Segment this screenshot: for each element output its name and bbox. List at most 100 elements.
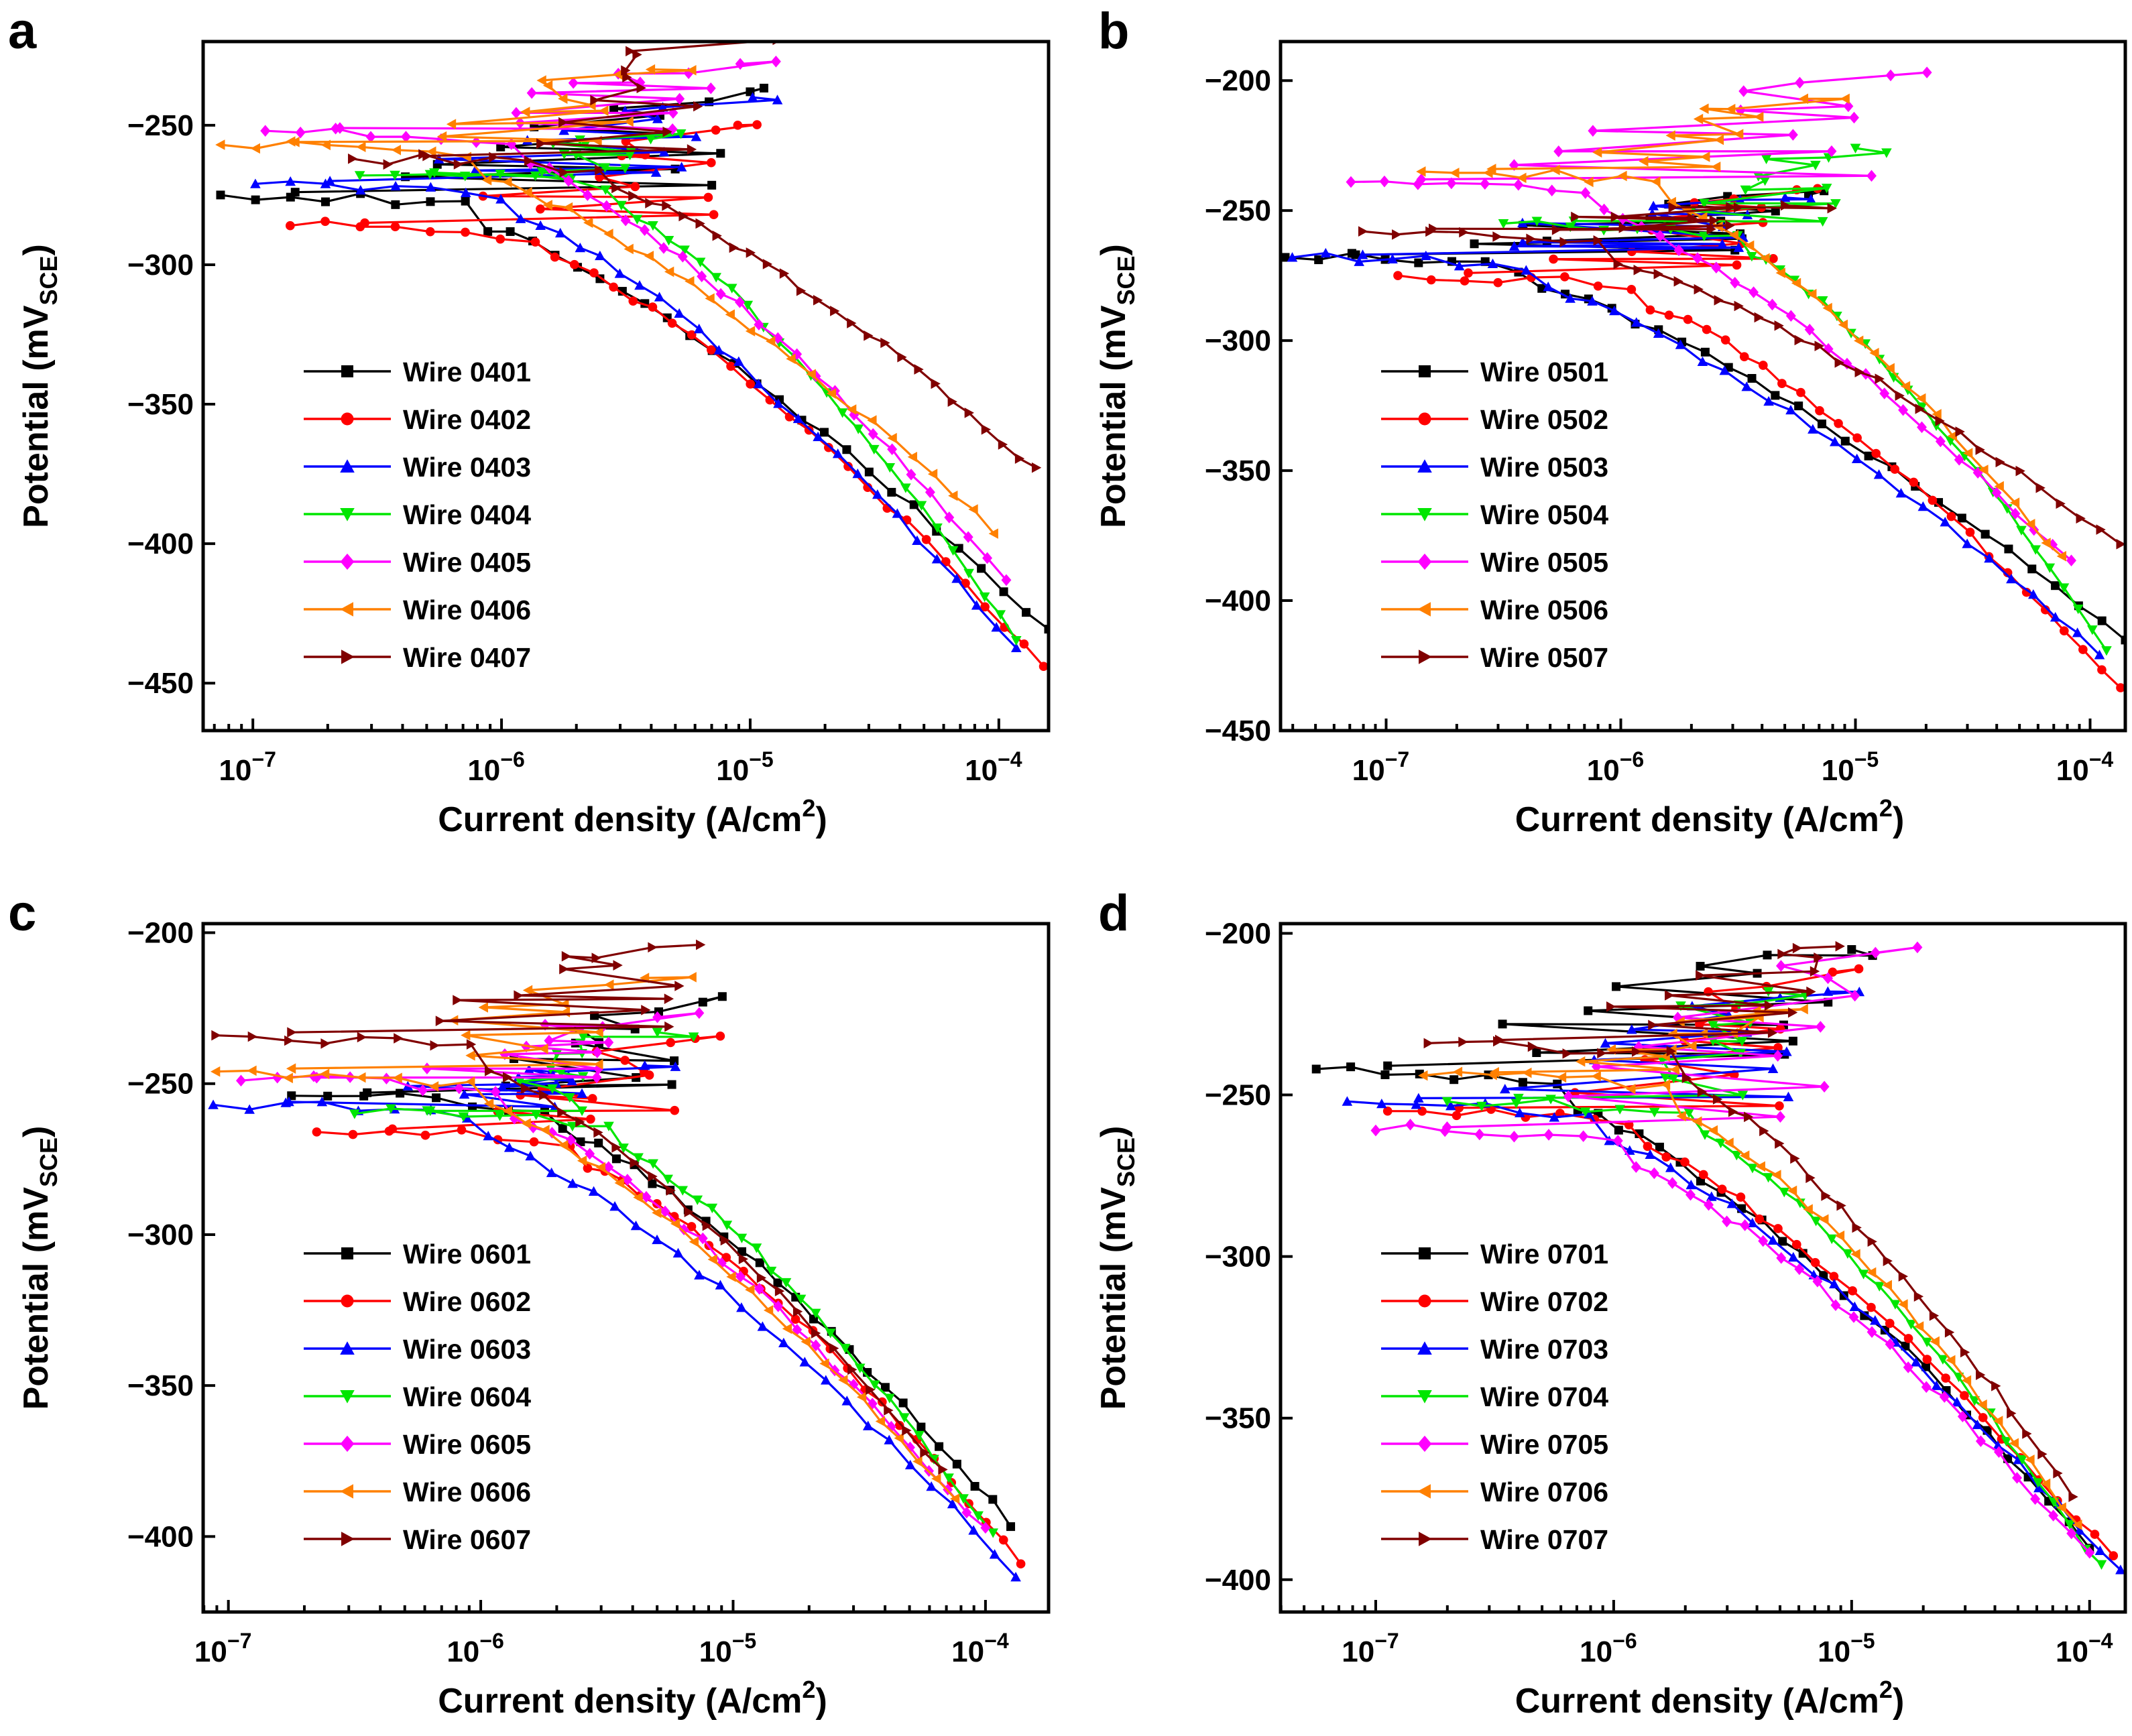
data-point: [868, 428, 878, 440]
data-point: [1791, 1239, 1801, 1249]
data-point: [2028, 589, 2039, 599]
series-markers: [349, 1028, 998, 1538]
data-point: [2090, 1530, 2100, 1539]
data-point: [1842, 1249, 1853, 1259]
data-point: [1423, 1038, 1433, 1049]
legend-entry: Wire 0701: [1381, 1239, 1608, 1269]
data-point: [2040, 1478, 2051, 1489]
data-point: [1668, 202, 1678, 213]
data-point: [426, 197, 435, 206]
legend-marker: [341, 412, 354, 426]
data-point: [497, 1082, 508, 1092]
legend-entry: Wire 0403: [304, 452, 531, 483]
data-point: [1006, 1522, 1016, 1532]
data-point: [1788, 1251, 1799, 1262]
data-point: [1700, 347, 1710, 357]
data-point: [591, 952, 601, 964]
data-point: [1001, 574, 1012, 586]
y-tick-label: −250: [127, 109, 194, 142]
data-point: [622, 1174, 633, 1186]
data-point: [1452, 1111, 1462, 1121]
data-point: [747, 92, 758, 102]
data-point: [567, 1178, 578, 1188]
data-point: [461, 227, 470, 237]
data-point: [707, 180, 717, 190]
data-point: [565, 1093, 575, 1103]
data-point: [1909, 477, 1919, 487]
data-point: [756, 1272, 767, 1284]
data-point: [559, 963, 569, 975]
data-point: [1873, 469, 1885, 479]
data-point: [478, 1002, 488, 1013]
legend-entry: Wire 0401: [304, 357, 531, 387]
legend-entry: Wire 0501: [1381, 357, 1608, 387]
data-point: [1826, 145, 1837, 158]
data-point: [1549, 1112, 1560, 1122]
data-point: [898, 1398, 908, 1408]
data-point: [335, 122, 345, 134]
data-point: [1822, 302, 1832, 314]
data-point: [611, 1154, 621, 1164]
legend-marker: [340, 553, 355, 570]
x-tick-label: 10−4: [2056, 1629, 2113, 1668]
data-point: [558, 93, 568, 105]
data-point: [1734, 300, 1744, 312]
data-point: [247, 1065, 257, 1076]
data-point: [811, 1339, 821, 1351]
data-point: [688, 1032, 699, 1042]
legend-entry: Wire 0707: [1381, 1524, 1608, 1555]
x-tick-label: 10−7: [194, 1629, 251, 1668]
legend-marker: [1417, 1484, 1431, 1499]
x-axis-title: Current density (A/cm2): [438, 1676, 827, 1721]
data-point: [2097, 616, 2107, 625]
data-point: [839, 1343, 851, 1354]
data-point: [887, 432, 897, 444]
data-point: [1661, 1152, 1671, 1162]
data-point: [772, 95, 783, 105]
data-point: [1917, 421, 1927, 434]
legend-entry: Wire 0703: [1381, 1334, 1608, 1365]
data-point: [1614, 1105, 1625, 1115]
data-point: [678, 210, 689, 222]
data-point: [2017, 1454, 2027, 1465]
data-point: [880, 337, 890, 349]
data-point: [391, 144, 401, 156]
data-point: [830, 306, 840, 316]
data-point: [1676, 1111, 1686, 1122]
data-point: [1464, 268, 1473, 278]
data-point: [912, 535, 923, 546]
data-point: [981, 424, 992, 435]
data-point: [1972, 1419, 1983, 1430]
data-point: [1626, 1024, 1637, 1034]
data-point: [604, 979, 614, 990]
data-point: [887, 443, 898, 456]
data-point: [2074, 1525, 2085, 1535]
series-line-cathodic: [354, 1107, 994, 1534]
data-point: [648, 1179, 657, 1188]
data-point: [1562, 1048, 1572, 1059]
data-point: [746, 379, 756, 389]
data-point: [1829, 436, 1840, 446]
data-point: [796, 286, 807, 296]
data-point: [1492, 231, 1502, 242]
data-point: [892, 508, 903, 518]
series-line-cathodic: [352, 153, 1037, 469]
data-point: [932, 523, 943, 534]
data-point: [672, 1247, 684, 1258]
data-point: [1903, 1334, 1913, 1343]
legend-marker: [340, 459, 355, 473]
data-point: [599, 105, 609, 116]
data-point: [1351, 250, 1360, 259]
data-point: [1913, 1291, 1924, 1302]
data-point: [247, 1031, 257, 1042]
data-point: [1731, 1150, 1742, 1161]
plot-frame: [1279, 40, 2127, 733]
data-point: [964, 408, 974, 418]
data-point: [1882, 1280, 1892, 1291]
data-point: [691, 131, 702, 141]
data-point: [595, 250, 605, 261]
data-point: [1961, 1375, 1972, 1386]
x-axis-title: Current density (A/cm2): [438, 794, 827, 839]
series-markers: [215, 64, 998, 539]
data-point: [971, 600, 982, 610]
